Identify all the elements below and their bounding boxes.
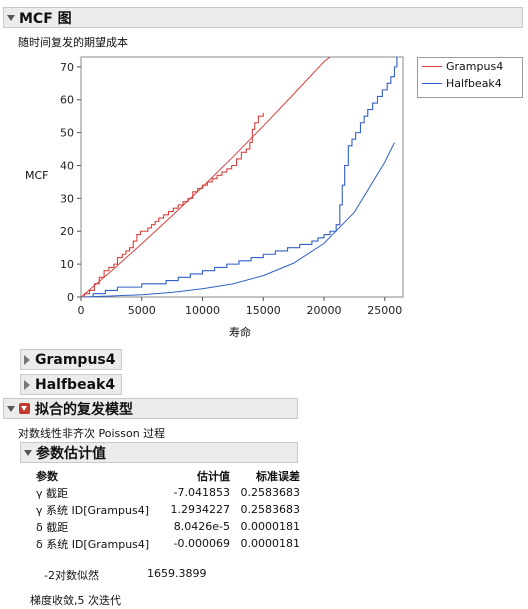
param-estimates-title: 参数估计值: [36, 445, 106, 462]
param-name: γ 系统 ID[Grampus4]: [36, 503, 149, 517]
mcf-chart: 0 10 20 30 40 50 60 70 0 5000 10000 15000 20000 25000: [60, 56, 404, 317]
table-row: γ 系统 ID[Grampus4] 1.2934227 0.2583683: [32, 501, 304, 518]
chart-legend: Grampus4 Halfbeak4: [417, 57, 523, 98]
table-row: γ 截距 -7.041853 0.2583683: [32, 484, 304, 501]
table-row: δ 截距 8.0426e-5 0.0000181: [32, 518, 304, 535]
param-estimates-header[interactable]: 参数估计值: [20, 442, 298, 463]
col-header-stderr: 标准误差: [256, 469, 300, 483]
collapse-triangle-icon[interactable]: [24, 449, 32, 456]
legend-label-grampus4: Grampus4: [446, 60, 504, 73]
collapse-triangle-icon[interactable]: [7, 14, 15, 21]
x-tick-label: 25000: [367, 304, 402, 317]
grampus4-section-title: Grampus4: [35, 351, 116, 368]
x-tick-label: 20000: [307, 304, 342, 317]
table-row: δ 系统 ID[Grampus4] -0.000069 0.0000181: [32, 535, 304, 552]
param-estimate: 1.2934227: [170, 503, 231, 516]
red-triangle-menu-icon[interactable]: [19, 403, 30, 414]
col-header-param: 参数: [36, 469, 58, 483]
x-axis-label: 寿命: [229, 326, 251, 339]
fitted-model-section-header[interactable]: 拟合的复发模型: [3, 398, 298, 419]
x-tick-label: 5000: [128, 304, 156, 317]
y-tick-label: 70: [60, 61, 74, 74]
param-estimate: -7.041853: [173, 486, 230, 499]
param-stderr: 0.0000181: [240, 537, 301, 550]
fitted-curve-halfbeak4: [81, 142, 395, 297]
y-tick-label: 0: [67, 291, 74, 304]
param-estimates-table: 参数 估计值 标准误差 γ 截距 -7.041853 0.2583683 γ 系…: [32, 467, 304, 552]
fitted-model-title: 拟合的复发模型: [35, 401, 133, 418]
param-name: δ 系统 ID[Grampus4]: [36, 537, 150, 551]
mcf-step-line-grampus4: [81, 112, 264, 297]
plot-frame: [80, 56, 404, 298]
expand-triangle-icon[interactable]: [24, 379, 30, 390]
legend-item-halfbeak4: Halfbeak4: [418, 75, 522, 92]
mcf-section-header[interactable]: MCF 图: [3, 7, 523, 28]
expand-triangle-icon[interactable]: [24, 354, 30, 365]
y-tick-label: 30: [60, 192, 74, 205]
param-stderr: 0.2583683: [240, 503, 301, 516]
legend-swatch-grampus4: [422, 66, 442, 67]
param-stderr: 0.2583683: [240, 486, 301, 499]
col-header-estimate: 估计值: [197, 469, 230, 483]
mcf-section-title: MCF 图: [19, 10, 72, 27]
legend-swatch-halfbeak4: [422, 83, 442, 84]
mcf-subtitle: 随时间复发的期望成本: [18, 36, 128, 49]
loglik-value: 1659.3899: [147, 567, 207, 580]
x-tick-label: 10000: [185, 304, 220, 317]
grampus4-section-header[interactable]: Grampus4: [20, 349, 122, 370]
param-estimate: 8.0426e-5: [173, 520, 230, 533]
legend-label-halfbeak4: Halfbeak4: [446, 77, 502, 90]
mcf-step-line-halfbeak4: [81, 57, 398, 297]
y-tick-label: 10: [60, 258, 74, 271]
table-header-row: 参数 估计值 标准误差: [32, 467, 304, 484]
halfbeak4-section-title: Halfbeak4: [35, 376, 116, 393]
x-tick-label: 0: [78, 304, 85, 317]
y-axis-label: MCF: [25, 169, 49, 182]
param-name: γ 截距: [36, 486, 69, 500]
y-tick-label: 40: [60, 159, 74, 172]
param-stderr: 0.0000181: [240, 520, 301, 533]
x-tick-label: 15000: [246, 304, 281, 317]
halfbeak4-section-header[interactable]: Halfbeak4: [20, 374, 122, 395]
y-tick-label: 50: [60, 127, 74, 140]
model-description: 对数线性非齐次 Poisson 过程: [18, 427, 166, 440]
convergence-message: 梯度收敛,5 次迭代: [30, 594, 121, 607]
loglik-label: -2对数似然: [44, 569, 99, 582]
collapse-triangle-icon[interactable]: [7, 405, 15, 412]
param-name: δ 截距: [36, 520, 69, 534]
fitted-curve-grampus4: [81, 57, 331, 297]
legend-item-grampus4: Grampus4: [418, 58, 522, 75]
param-estimate: -0.000069: [173, 537, 230, 550]
y-tick-label: 20: [60, 225, 74, 238]
y-tick-label: 60: [60, 94, 74, 107]
